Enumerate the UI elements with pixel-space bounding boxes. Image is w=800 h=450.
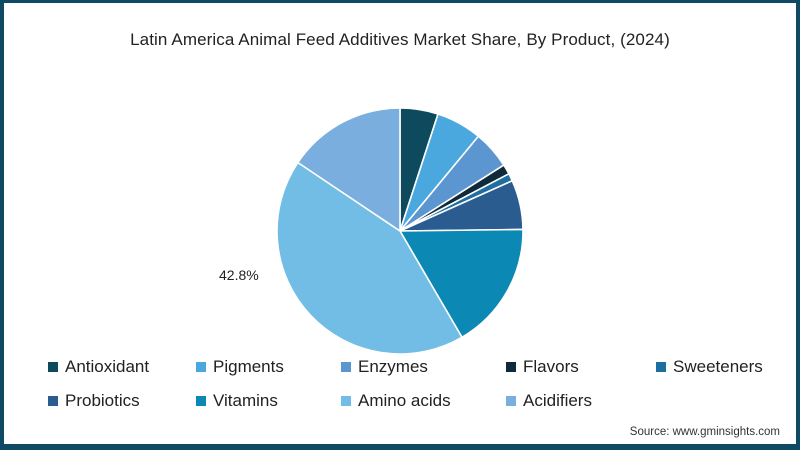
legend-swatch bbox=[506, 396, 516, 406]
legend-swatch bbox=[196, 362, 206, 372]
legend-swatch bbox=[506, 362, 516, 372]
chart-title: Latin America Animal Feed Additives Mark… bbox=[130, 30, 670, 49]
legend-item-flavors: Flavors bbox=[506, 357, 579, 377]
legend-swatch bbox=[341, 396, 351, 406]
legend-label: Amino acids bbox=[358, 391, 451, 410]
legend-swatch bbox=[656, 362, 666, 372]
pie-slice-amino-acids bbox=[276, 161, 463, 355]
amino-acids-percentage-label: 42.8% bbox=[219, 267, 259, 283]
legend-label: Pigments bbox=[213, 357, 284, 376]
legend-label: Acidifiers bbox=[523, 391, 592, 410]
pie-svg bbox=[276, 107, 524, 355]
legend-swatch bbox=[196, 396, 206, 406]
legend-swatch bbox=[341, 362, 351, 372]
legend-label: Sweeteners bbox=[673, 357, 763, 376]
pie-slice-vitamins bbox=[399, 228, 524, 339]
legend-item-amino-acids: Amino acids bbox=[341, 391, 451, 411]
legend-label: Enzymes bbox=[358, 357, 428, 376]
legend-item-enzymes: Enzymes bbox=[341, 357, 428, 377]
legend-label: Vitamins bbox=[213, 391, 278, 410]
legend-item-antioxidant: Antioxidant bbox=[48, 357, 149, 377]
source-credit: Source: www.gminsights.com bbox=[629, 426, 780, 438]
pie-slice-acidifiers bbox=[297, 107, 401, 232]
legend-swatch bbox=[48, 396, 58, 406]
legend-label: Probiotics bbox=[65, 391, 140, 410]
legend-label: Antioxidant bbox=[65, 357, 150, 376]
legend-label: Flavors bbox=[523, 357, 579, 376]
legend-item-probiotics: Probiotics bbox=[48, 391, 140, 411]
pie-chart bbox=[270, 101, 530, 361]
legend-swatch bbox=[48, 362, 58, 372]
legend-item-sweeteners: Sweeteners bbox=[656, 357, 763, 377]
legend-item-vitamins: Vitamins bbox=[196, 391, 278, 411]
legend-item-acidifiers: Acidifiers bbox=[506, 391, 592, 411]
legend-item-pigments: Pigments bbox=[196, 357, 284, 377]
